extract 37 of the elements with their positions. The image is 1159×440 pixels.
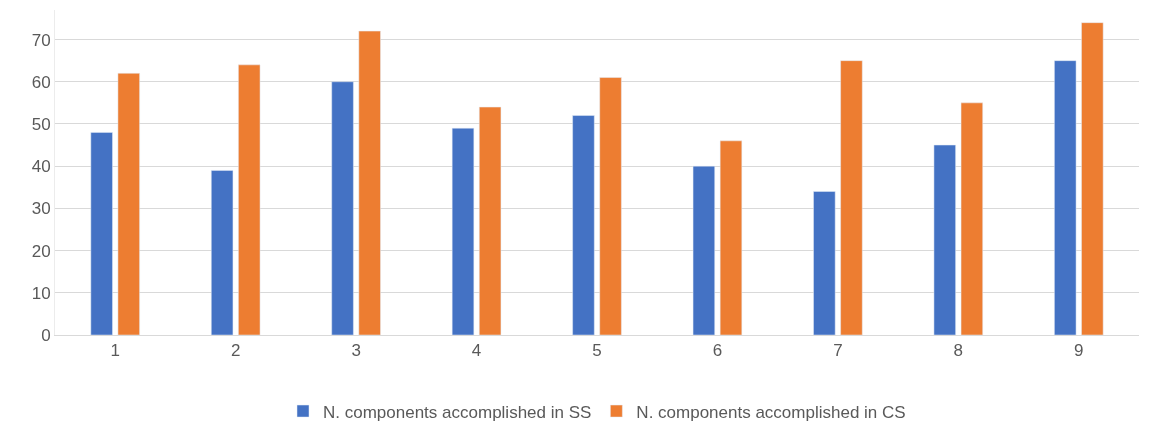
y-tick-label: 40 [31, 157, 51, 177]
bar [1054, 60, 1077, 335]
bar [599, 77, 622, 335]
y-tick-label: 0 [41, 325, 51, 345]
bar [211, 170, 234, 335]
bar [813, 191, 836, 335]
x-tick-label: 1 [110, 341, 120, 361]
y-tick-label: 30 [31, 199, 51, 219]
bar [451, 127, 475, 335]
y-tick-label: 10 [31, 283, 51, 303]
y-tick-label: 50 [31, 114, 51, 134]
bar [117, 73, 140, 335]
bar [479, 106, 502, 335]
y-tick-label: 20 [31, 241, 51, 261]
x-tick-label: 9 [1074, 341, 1084, 361]
bar [90, 132, 113, 335]
bar [572, 115, 595, 335]
bar [719, 140, 743, 335]
legend-label: N. components accomplished in CS [636, 402, 906, 422]
x-tick-label: 8 [953, 341, 964, 361]
bar [331, 81, 354, 335]
bar [692, 165, 715, 335]
x-tick-label: 5 [592, 341, 602, 361]
x-tick-label: 4 [471, 341, 482, 361]
x-tick-label: 6 [712, 341, 723, 361]
y-tick-label: 60 [31, 72, 51, 92]
bar [1081, 22, 1104, 335]
x-tick-label: 7 [833, 341, 843, 361]
bar [960, 102, 983, 335]
legend-label: N. components accomplished in SS [323, 402, 592, 422]
x-tick-label: 3 [351, 341, 361, 361]
bar [933, 144, 956, 335]
bar [358, 30, 381, 335]
x-tick-label: 2 [230, 341, 241, 361]
bar [840, 60, 863, 335]
bar [238, 64, 261, 335]
y-tick-label: 70 [31, 30, 51, 50]
